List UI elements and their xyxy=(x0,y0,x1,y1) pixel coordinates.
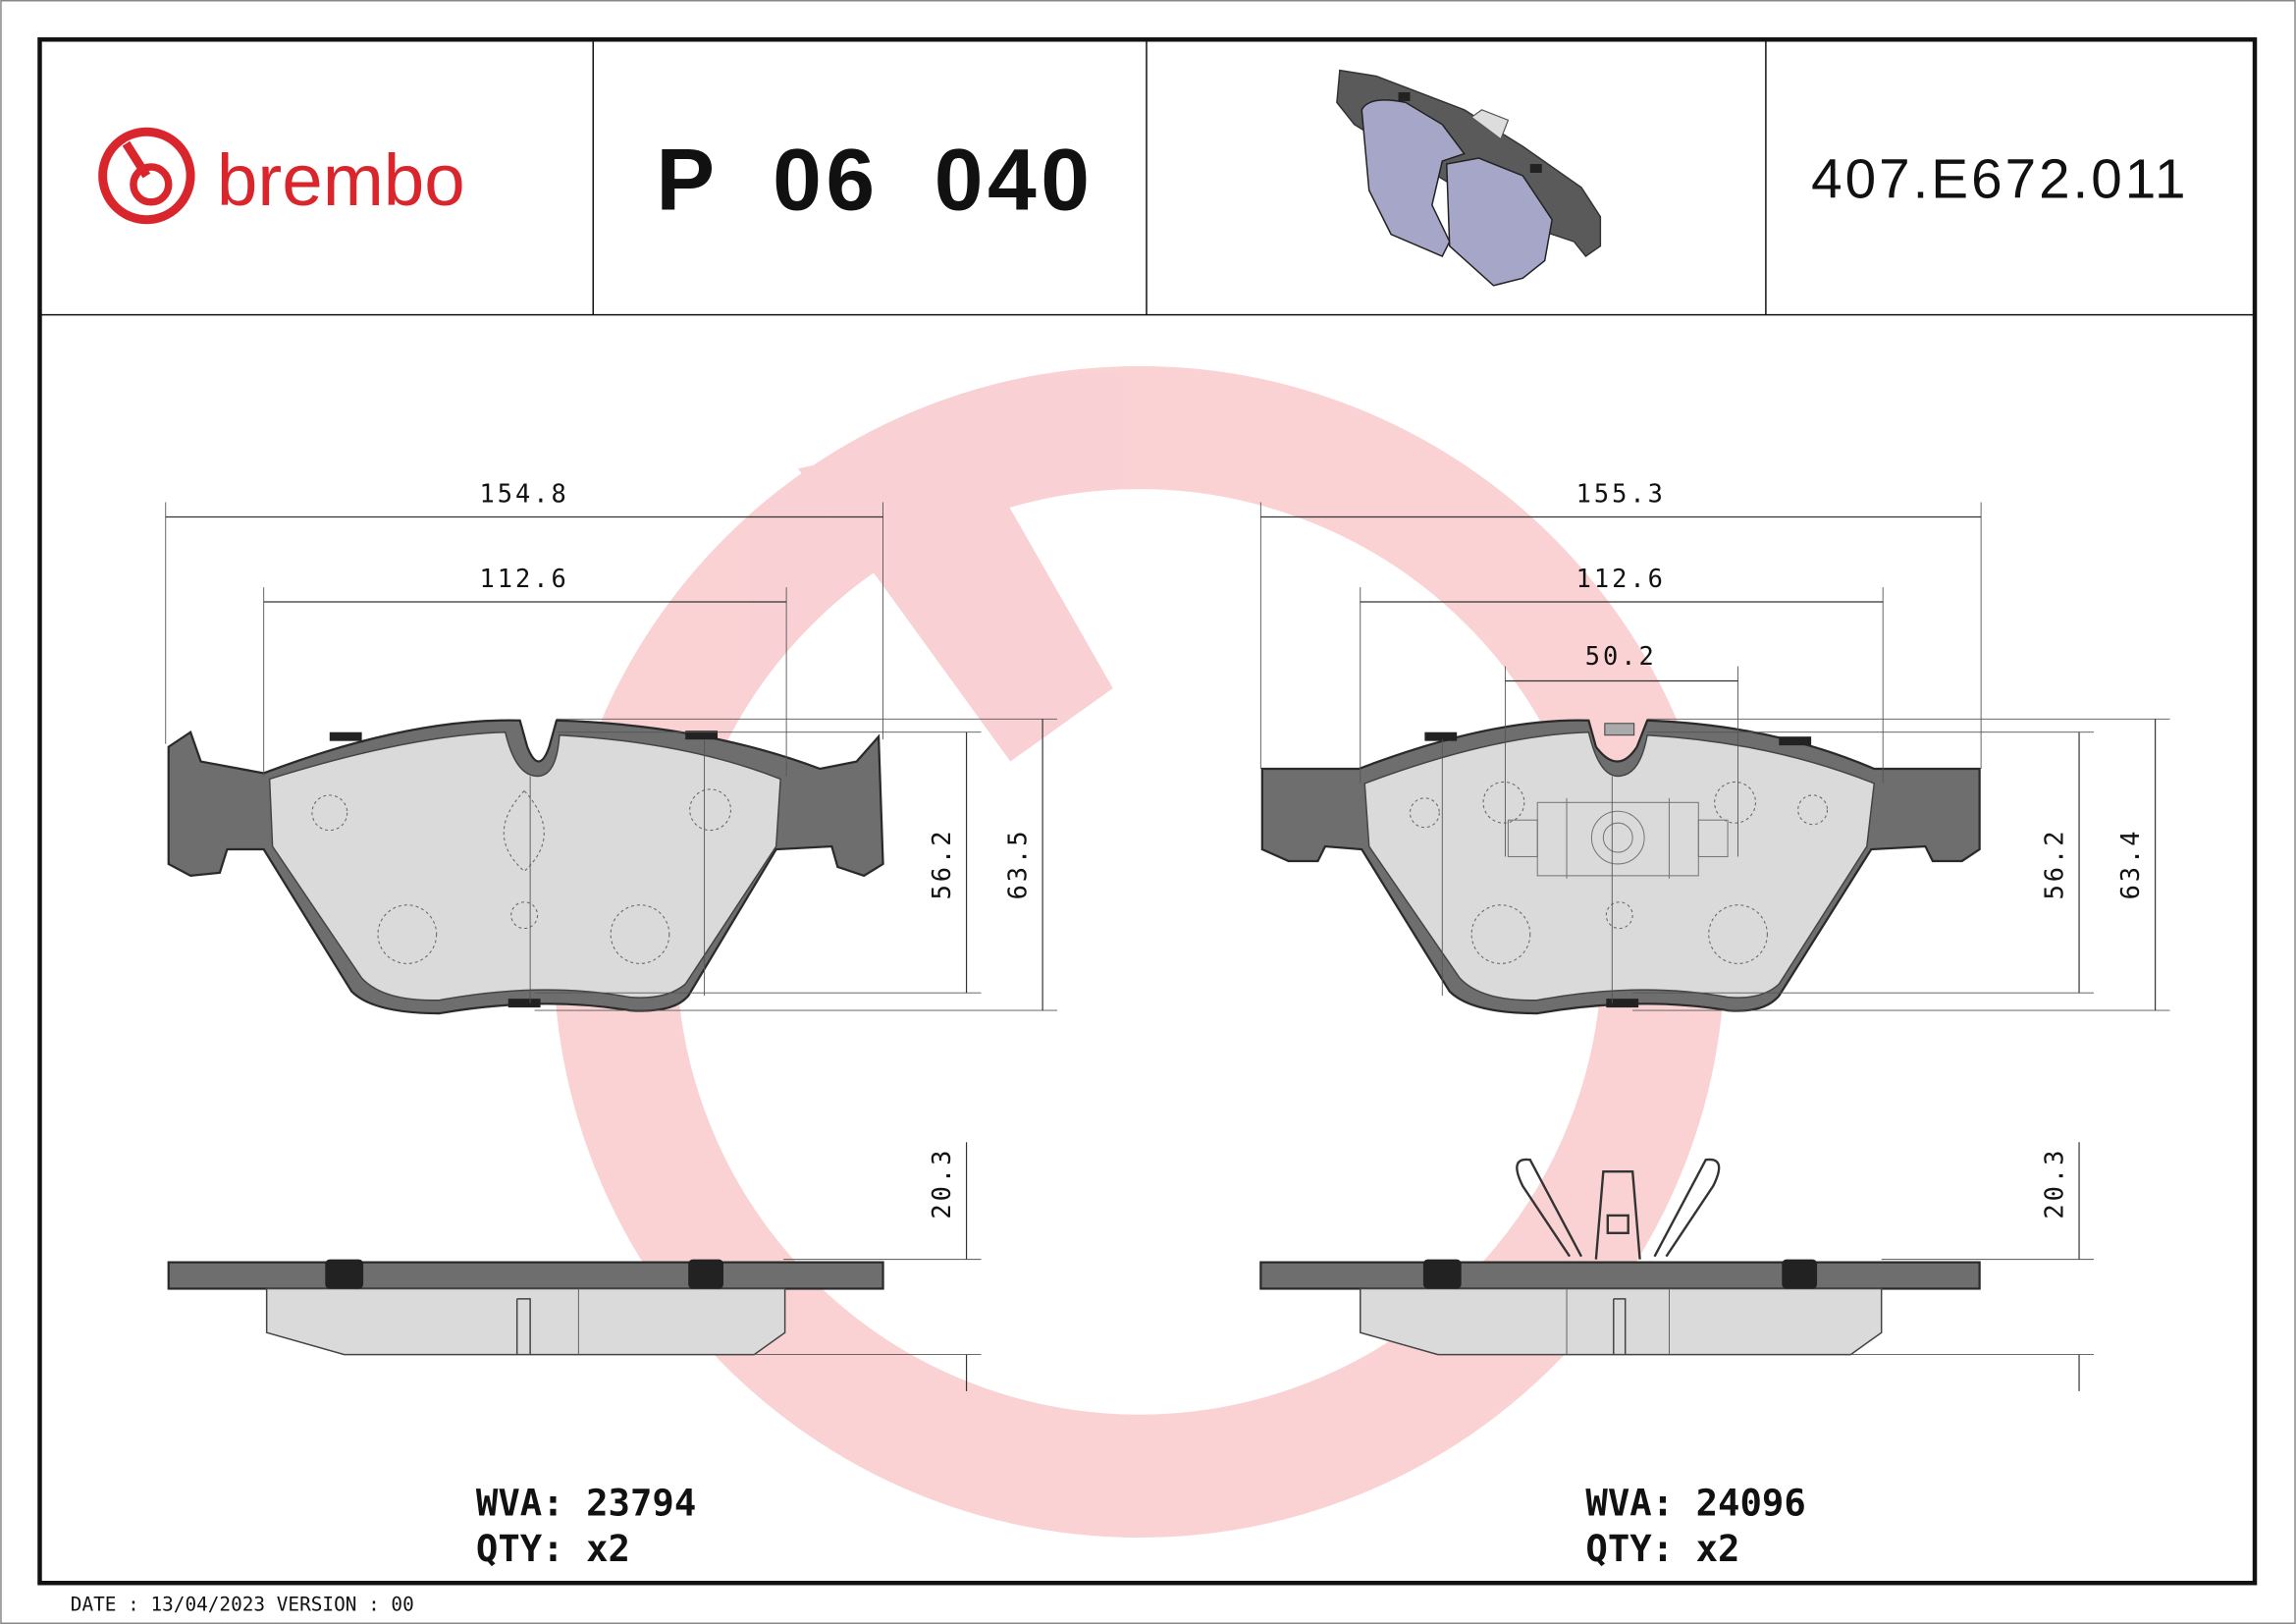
left-pad-front-view xyxy=(167,719,884,1015)
dimension-thickness: 20.3 xyxy=(2040,1148,2069,1219)
right-pad-front-view xyxy=(1260,719,1981,1015)
spring-clip-icon xyxy=(1516,1158,1721,1260)
reference-code: 407.E672.011 xyxy=(1811,148,2188,210)
dimension-height-overall: 63.5 xyxy=(1003,828,1033,899)
date-version: DATE : 13/04/2023 VERSION : 00 xyxy=(71,1594,414,1616)
dimension-height-friction: 56.2 xyxy=(2040,828,2069,899)
brake-pad-3d-render-icon xyxy=(1336,69,1602,287)
dimension-height-friction: 56.2 xyxy=(927,828,956,899)
left-dimension-lines xyxy=(165,502,1058,1011)
dimension-thickness: 20.3 xyxy=(927,1148,956,1219)
left-pad-side-view xyxy=(167,1142,982,1391)
dimension-sensor-width: 50.2 xyxy=(1585,641,1657,671)
part-number: P 06 040 xyxy=(656,130,1094,228)
left-wva-label: WVA: 23794 xyxy=(476,1482,696,1525)
dimension-width-overall: 154.8 xyxy=(480,479,569,509)
right-dimension-lines xyxy=(1259,502,2170,1011)
brand-name: brembo xyxy=(217,138,465,221)
dimension-width-friction: 112.6 xyxy=(480,564,569,593)
right-wva-label: WVA: 24096 xyxy=(1585,1482,1805,1525)
dimension-height-overall: 63.4 xyxy=(2115,828,2145,899)
left-qty-label: QTY: x2 xyxy=(476,1527,630,1570)
right-pad-side-view xyxy=(1259,1142,2094,1391)
dimension-width-overall: 155.3 xyxy=(1576,479,1666,509)
dimension-width-friction: 112.6 xyxy=(1576,564,1666,593)
right-qty-label: QTY: x2 xyxy=(1585,1527,1739,1570)
brembo-logo-icon xyxy=(98,127,195,225)
